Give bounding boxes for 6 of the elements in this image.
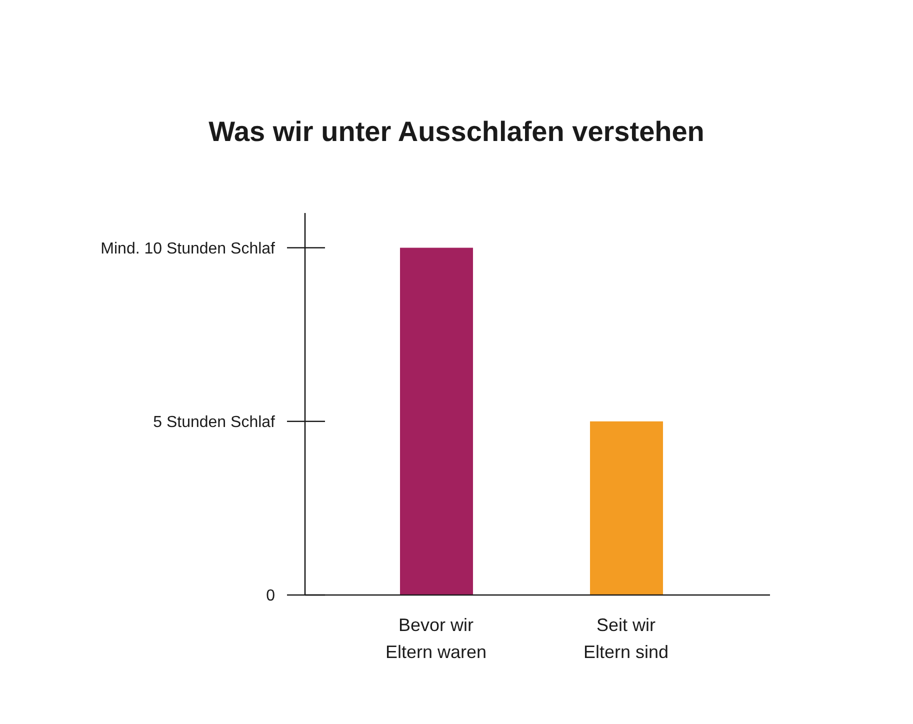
x-tick-label: Seit wir Eltern sind xyxy=(583,615,669,662)
chart-title: Was wir unter Ausschlafen verstehen xyxy=(208,116,706,148)
y-tick-label: Mind. 10 Stunden Schlaf xyxy=(100,240,276,258)
y-tick-label: 5 Stunden Schlaf xyxy=(153,414,276,432)
y-tick-label: 0 xyxy=(266,588,276,605)
x-tick-label: Bevor wir Eltern waren xyxy=(385,615,487,662)
